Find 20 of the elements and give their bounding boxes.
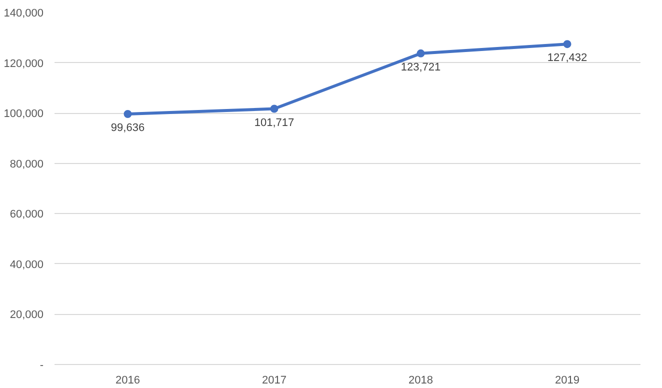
x-tick-label: 2018 [408, 374, 433, 386]
data-label: 99,636 [110, 122, 145, 134]
y-tick-label: 140,000 [4, 8, 44, 20]
x-tick-label: 2016 [116, 374, 140, 386]
y-tick-label: 40,000 [10, 258, 44, 271]
point [124, 110, 132, 118]
x-tick-label: 2019 [555, 374, 580, 386]
y-tick-label: 120,000 [4, 58, 44, 70]
point [563, 40, 572, 48]
y-tick-label: 100,000 [4, 108, 44, 120]
data-label: 127,432 [547, 52, 588, 64]
point [416, 49, 425, 58]
y-tick-label: 20,000 [10, 309, 44, 322]
data-label: 101,717 [254, 116, 294, 129]
y-tick-label: 80,000 [10, 158, 44, 170]
y-tick-label: 60,000 [10, 208, 44, 221]
y-tick-label: - [40, 360, 44, 372]
x-tick-label: 2017 [262, 374, 286, 386]
data-label: 123,721 [400, 61, 441, 74]
point [270, 104, 278, 113]
